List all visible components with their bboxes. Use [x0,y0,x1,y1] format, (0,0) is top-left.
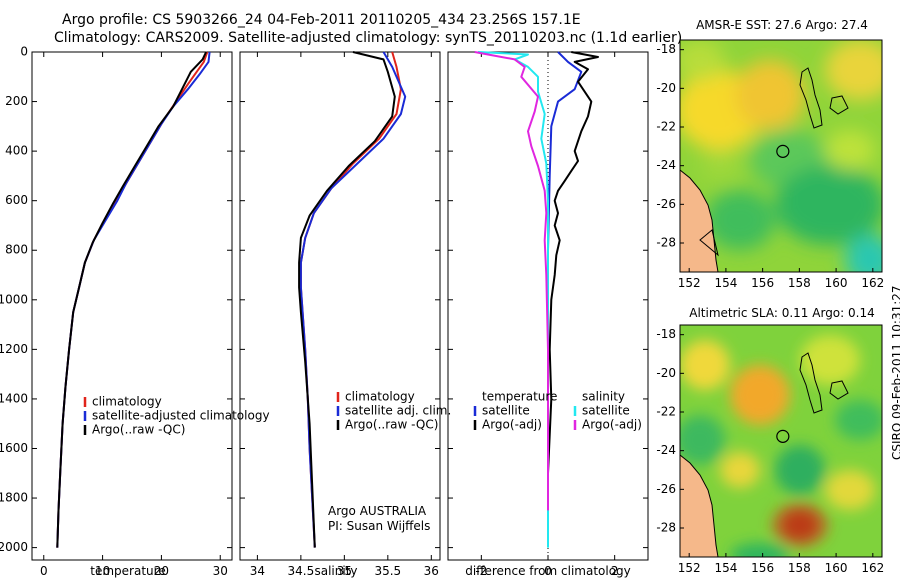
map-x-tick-label: 160 [825,276,848,290]
legend-satellite-adjusted: satellite-adjusted climatology [92,409,270,423]
australia-coast [680,454,719,557]
map-y-tick-label: -24 [656,443,676,457]
map-x-tick-label: 158 [788,276,811,290]
difference-legend: temperature satellite Argo(-adj) salinit… [473,390,642,432]
title-line-2: Climatology: CARS2009. Satellite-adjuste… [54,30,683,46]
y-tick-label: 0 [20,45,28,59]
y-tick-label: 400 [5,144,28,158]
map-x-tick-label: 156 [751,561,774,575]
x-tick-label: 0 [40,564,48,578]
y-tick-label: 600 [5,193,28,207]
x-tick-label: 30 [213,564,228,578]
map-y-tick-label: -20 [656,81,676,95]
y-tick-label: 200 [5,94,28,108]
legend-climatology: climatology [92,395,162,409]
sla-map-frame [679,324,883,558]
x-tick-label: 36 [424,564,439,578]
map-x-tick-label: 152 [678,561,701,575]
map-y-tick-label: -26 [656,197,676,211]
argo-position-marker [776,144,790,158]
y-tick-label: 2000 [0,540,28,554]
x-tick-label: 34 [250,564,265,578]
timestamp-side-text: CSIRO 09-Feb-2011 10:31:27 [890,285,900,460]
argo-position-marker [776,429,790,443]
x-tick-label: 34.5 [288,564,315,578]
argo-annotation-line-1: Argo AUSTRALIA [328,504,427,518]
y-tick-label: 1400 [0,391,28,405]
salinity-xlabel: salinity [314,564,357,578]
salinity-plot-frame [239,51,441,561]
series-line-temperature-argo-adj- [547,51,599,498]
legend-climatology: climatology [345,390,415,404]
map-y-tick-label: -18 [656,42,676,56]
legend-argo: Argo(..raw -QC) [345,418,438,432]
x-tick-label: 35 [337,564,352,578]
map-y-tick-label: -24 [656,158,676,172]
reef-contour [799,352,823,414]
map-x-tick-label: 160 [825,561,848,575]
map-x-tick-label: 156 [751,276,774,290]
legend-temperature-title: temperature [482,390,557,404]
map-y-tick-label: -26 [656,482,676,496]
x-tick-label: 35.5 [374,564,401,578]
map-y-tick-label: -28 [656,236,676,250]
map-y-tick-label: -20 [656,366,676,380]
difference-xlabel: difference from climatology [465,564,631,578]
x-tick-label: 20 [154,564,169,578]
legend-temp-satellite: satellite [482,404,530,418]
sla-field [680,325,882,557]
legend-temp-argo: Argo(-adj) [482,418,542,432]
map-x-tick-label: 162 [861,276,884,290]
series-line-argo-raw-qc- [298,51,396,548]
map-x-tick-label: 154 [714,276,737,290]
sst-field [680,40,882,272]
x-tick-label: -2 [475,564,487,578]
sla-map-title: Altimetric SLA: 0.11 Argo: 0.14 [689,306,874,320]
legend-sal-satellite: satellite [582,404,630,418]
map-y-tick-label: -28 [656,521,676,535]
y-tick-label: 1600 [0,441,28,455]
reef-contour-2 [829,95,849,115]
map-y-tick-label: -18 [656,327,676,341]
sst-map-frame [679,39,883,273]
series-line-salinity-argo-adj- [474,51,549,511]
x-tick-label: 10 [95,564,110,578]
y-tick-label: 800 [5,243,28,257]
temperature-plot-frame [31,51,233,561]
map-x-tick-label: 158 [788,561,811,575]
salinity-legend: climatology satellite adj. clim. Argo(..… [336,390,451,432]
y-tick-label: 1200 [0,342,28,356]
x-tick-label: 2 [611,564,619,578]
legend-salinity-title: salinity [582,390,625,404]
map-x-tick-label: 154 [714,561,737,575]
map-x-tick-label: 162 [861,561,884,575]
map-y-tick-label: -22 [656,120,676,134]
title-line-1: Argo profile: CS 5903266_24 04-Feb-2011 … [62,12,581,28]
map-x-tick-label: 152 [678,276,701,290]
x-tick-label: 0 [544,564,552,578]
map-y-tick-label: -22 [656,405,676,419]
sst-map-title: AMSR-E SST: 27.6 Argo: 27.4 [696,18,868,32]
legend-argo: Argo(..raw -QC) [92,423,185,437]
coast-contour [699,229,719,257]
series-line-salinity-satellite [477,51,549,548]
legend-sal-argo: Argo(-adj) [582,418,642,432]
y-tick-label: 1000 [0,292,28,306]
legend-satellite-adj: satellite adj. clim. [345,404,451,418]
reef-contour [799,67,823,129]
y-tick-label: 1800 [0,491,28,505]
temperature-legend: climatology satellite-adjusted climatolo… [83,395,270,437]
series-line-argo-raw-qc- [56,51,208,548]
temperature-xlabel: temperature [90,564,165,578]
argo-annotation-line-2: PI: Susan Wijffels [328,519,430,533]
reef-contour-2 [829,380,849,400]
